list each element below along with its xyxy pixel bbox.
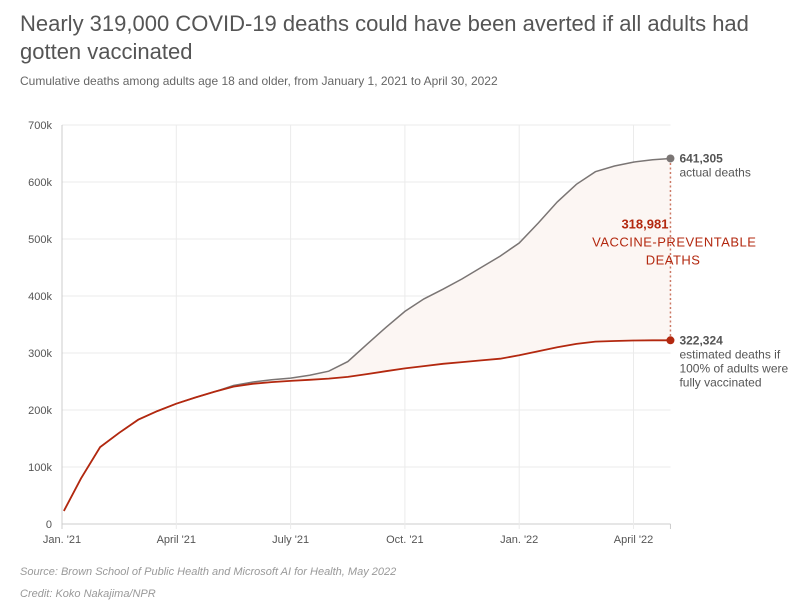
vaccinated-value-label: 322,324 <box>679 333 723 347</box>
actual-value-label: 641,305 <box>679 151 723 165</box>
y-tick-label: 300k <box>28 348 52 360</box>
chart-subtitle: Cumulative deaths among adults age 18 an… <box>20 74 498 88</box>
vaccinated-end-point <box>666 336 675 345</box>
vaccinated-label-line: estimated deaths if <box>679 347 780 361</box>
y-tick-label: 100k <box>28 462 52 474</box>
x-tick-label: July '21 <box>272 534 309 546</box>
source-note: Source: Brown School of Public Health an… <box>20 566 397 578</box>
y-tick-label: 500k <box>28 234 52 246</box>
vaccinated-label-line: 100% of adults were <box>679 361 788 375</box>
x-tick-label: April '21 <box>157 534 196 546</box>
difference-label-line: VACCINE-PREVENTABLE <box>592 234 756 249</box>
y-tick-label: 400k <box>28 291 52 303</box>
credit-note: Credit: Koko Nakajima/NPR <box>20 588 156 600</box>
y-tick-label: 600k <box>28 177 52 189</box>
x-tick-label: Jan. '21 <box>43 534 81 546</box>
y-tick-label: 0 <box>46 519 52 531</box>
vaccinated-label-line: fully vaccinated <box>679 375 761 389</box>
difference-value-label: 318,981 <box>621 216 668 231</box>
actual-end-point <box>666 154 675 163</box>
difference-label-line: DEATHS <box>646 252 701 267</box>
x-tick-label: Jan. '22 <box>500 534 538 546</box>
chart: 0 100k 200k 300k 400k 500k 600k 700k Jan. '21 Apr… <box>28 120 788 546</box>
y-tick-label: 200k <box>28 405 52 417</box>
preventable-area <box>63 158 671 511</box>
x-tick-label: Oct. '21 <box>386 534 424 546</box>
actual-label: actual deaths <box>679 165 750 179</box>
y-tick-label: 700k <box>28 120 52 132</box>
x-tick-label: April '22 <box>614 534 653 546</box>
vaccinated-deaths-line <box>63 339 671 512</box>
chart-title: Nearly 319,000 COVID-19 deaths could hav… <box>20 11 749 64</box>
